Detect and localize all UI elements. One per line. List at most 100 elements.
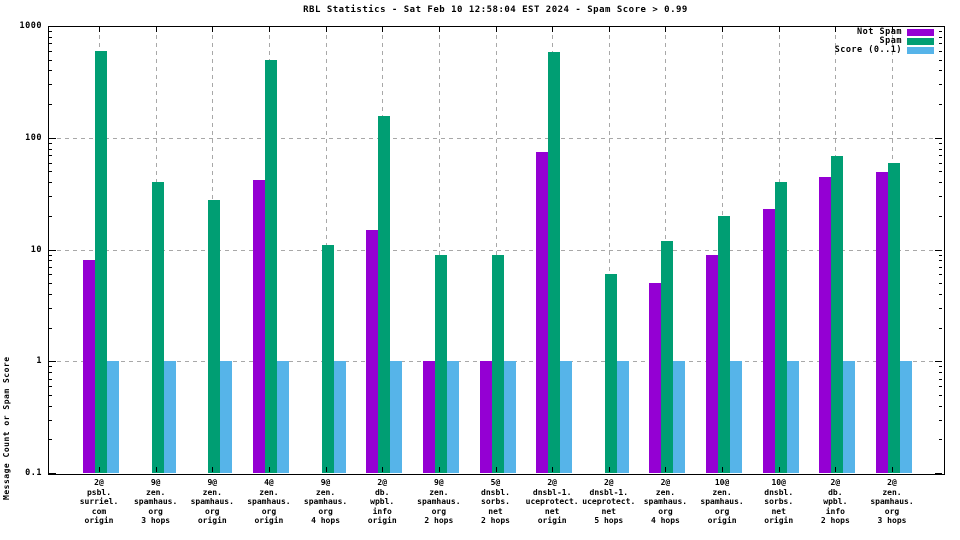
legend-swatch — [907, 46, 934, 54]
y-minor-tick — [49, 70, 52, 71]
y-minor-tick — [49, 149, 52, 150]
x-category-line: org — [148, 506, 163, 516]
bar-not-spam — [252, 179, 265, 473]
x-category-line: org — [318, 506, 333, 516]
x-tick — [382, 27, 383, 32]
x-tick — [99, 27, 100, 32]
bar-score-0-1- — [446, 361, 459, 473]
y-major-tick — [935, 250, 942, 251]
y-minor-tick — [49, 283, 52, 284]
y-minor-tick — [939, 420, 942, 421]
bar-score-0-1- — [843, 361, 856, 473]
x-category-line: 3 hops — [141, 516, 171, 525]
x-tick — [892, 467, 893, 472]
x-category-line: db. — [828, 487, 843, 497]
x-tick — [382, 467, 383, 472]
y-minor-tick — [49, 294, 52, 295]
bar-score-0-1- — [786, 361, 799, 473]
x-tick — [665, 467, 666, 472]
x-category-line: origin — [84, 516, 114, 525]
y-minor-tick — [49, 386, 52, 387]
x-category-line: 9@ — [207, 478, 218, 487]
x-tick — [439, 467, 440, 472]
x-category-line: 4@ — [264, 478, 274, 487]
y-minor-tick — [939, 406, 942, 407]
bar-score-0-1- — [900, 361, 912, 473]
x-category-label: 9@ zen. spamhaus. org 2 hops — [394, 478, 484, 526]
x-category-label: 2@ zen. spamhaus. org 3 hops — [847, 478, 937, 526]
bar-spam — [548, 52, 561, 473]
x-category-line: wpbl. — [823, 497, 848, 506]
x-category-line: org — [884, 506, 900, 516]
x-category-line: origin — [254, 516, 284, 525]
x-category-line: sorbs. — [764, 497, 794, 506]
x-tick — [269, 467, 270, 472]
x-category-line: wpbl. — [370, 497, 395, 506]
x-category-line: zen. — [712, 487, 732, 497]
y-minor-tick — [939, 386, 942, 387]
x-category-line: zen. — [202, 487, 222, 497]
x-category-line: surriel. — [79, 497, 119, 506]
x-tick — [269, 27, 270, 32]
x-category-line: net — [601, 506, 616, 516]
y-minor-tick — [939, 395, 942, 396]
x-category-label: 2@ db. wpbl. info origin — [337, 478, 427, 526]
x-tick — [326, 467, 327, 472]
x-category-line: 5 hops — [594, 516, 624, 525]
bar-not-spam — [479, 361, 492, 473]
y-minor-tick — [939, 182, 942, 183]
y-minor-tick — [49, 255, 52, 256]
x-category-line: org — [431, 506, 447, 516]
y-minor-tick — [939, 267, 942, 268]
x-tick — [212, 27, 213, 32]
y-major-tick — [935, 361, 942, 362]
x-tick — [609, 27, 610, 32]
y-minor-tick — [49, 196, 52, 197]
bar-score-0-1- — [390, 361, 403, 473]
x-category-label: 10@ dnsbl. sorbs. net origin — [734, 478, 824, 526]
y-minor-tick — [49, 308, 52, 309]
bar-spam — [604, 274, 617, 473]
x-tick — [722, 27, 723, 32]
y-minor-tick — [939, 51, 942, 52]
y-minor-tick — [939, 255, 942, 256]
y-minor-tick — [939, 366, 942, 367]
legend-label: Score (0..1) — [834, 45, 902, 55]
x-category-line: psbl. — [86, 487, 112, 497]
x-tick — [552, 27, 553, 32]
y-minor-tick — [939, 439, 942, 440]
y-minor-tick — [939, 274, 942, 275]
y-tick-label: 100 — [25, 132, 42, 143]
x-category-line: info — [825, 506, 845, 516]
x-category-line: spamhaus. — [870, 497, 914, 506]
x-category-line: dnsbl. — [764, 487, 794, 497]
x-tick — [496, 27, 497, 32]
x-tick — [99, 467, 100, 472]
x-category-line: 9@ — [150, 478, 161, 487]
bar-spam — [888, 162, 900, 473]
y-minor-tick — [939, 43, 942, 44]
x-category-line: spamhaus. — [190, 497, 234, 506]
y-minor-tick — [49, 60, 52, 61]
y-major-tick — [49, 250, 56, 251]
x-category-line: 2 hops — [481, 516, 510, 525]
y-minor-tick — [939, 163, 942, 164]
y-minor-tick — [939, 283, 942, 284]
bar-score-0-1- — [560, 361, 573, 473]
x-category-line: 2@ — [377, 478, 388, 487]
x-category-line: net — [544, 506, 560, 516]
y-minor-tick — [939, 84, 942, 85]
x-category-line: zen. — [259, 487, 279, 497]
legend-row: Score (0..1) — [834, 45, 934, 55]
bar-score-0-1- — [276, 361, 289, 473]
x-category-line: 4 hops — [650, 516, 680, 525]
x-category-line: 5@ — [490, 478, 501, 487]
y-minor-tick — [49, 31, 52, 32]
bar-score-0-1- — [730, 361, 743, 473]
y-minor-tick — [49, 379, 52, 380]
x-tick — [212, 467, 213, 472]
x-category-line: 2@ — [603, 478, 614, 487]
legend-row: Not Spam — [857, 27, 934, 37]
v-gridline — [608, 27, 610, 472]
